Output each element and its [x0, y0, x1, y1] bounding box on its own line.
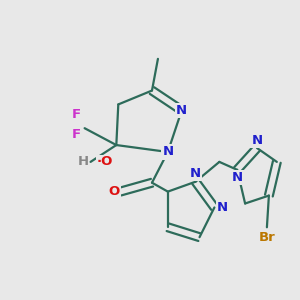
Text: H: H — [77, 155, 88, 168]
Text: N: N — [190, 167, 201, 180]
Text: N: N — [217, 201, 228, 214]
Text: Br: Br — [259, 231, 275, 244]
Text: N: N — [162, 146, 173, 158]
Text: N: N — [176, 104, 187, 117]
Text: F: F — [72, 128, 81, 141]
Text: ·O: ·O — [97, 155, 113, 168]
Text: N: N — [251, 134, 262, 147]
Text: O: O — [109, 185, 120, 198]
Text: F: F — [72, 108, 81, 121]
Text: N: N — [232, 171, 243, 184]
